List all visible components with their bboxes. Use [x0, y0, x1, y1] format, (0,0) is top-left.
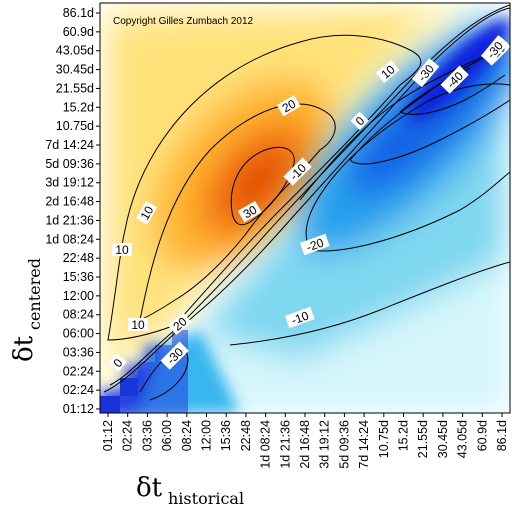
- x-tick-label: 12:00: [200, 420, 214, 451]
- x-tick-label: 10.75d: [377, 420, 391, 458]
- y-tick-label: 30.45d: [56, 63, 94, 77]
- contour-label-bg: [128, 318, 148, 331]
- y-tick-label: 7d 14:24: [45, 138, 94, 152]
- y-tick-label: 43.05d: [56, 44, 94, 58]
- y-tick-label: 1d 21:36: [45, 213, 94, 227]
- contour-lines: [103, 4, 510, 401]
- contour-label: 10: [375, 60, 400, 84]
- contour-label-bg: [375, 60, 400, 84]
- x-axis-ticks: 01:12 02:24 03:36 06:00 08:24 12:00 15:36 22:48…: [101, 413, 509, 469]
- x-tick-label: 2d 16:48: [298, 420, 312, 469]
- contour-label-text: 10: [131, 318, 145, 332]
- contour-label: -20: [299, 233, 330, 256]
- contour-label-bg: [108, 353, 127, 372]
- x-tick-label: 06:00: [160, 420, 174, 451]
- contour-minus10-upper: [299, 44, 510, 201]
- contour-label-bg: [160, 341, 189, 370]
- x-tick-label: 7d 14:24: [357, 420, 371, 469]
- y-tick-label: 5d 09:36: [45, 157, 94, 171]
- contour-label-bg: [167, 312, 192, 336]
- y-tick-label: 06:00: [63, 327, 94, 341]
- contour-label: 10: [128, 318, 148, 332]
- y-tick-label: 1d 08:24: [45, 232, 94, 246]
- contour-label-bg: [135, 200, 158, 225]
- contour-label-bg: [283, 157, 312, 186]
- y-axis-label-symbol: δt: [9, 335, 39, 362]
- y-tick-label: 03:36: [63, 345, 94, 359]
- y-tick-label: 60.9d: [63, 25, 94, 39]
- contour-label: 20: [167, 312, 192, 336]
- x-tick-label: 22:48: [239, 420, 253, 451]
- x-tick-label: 30.45d: [436, 420, 450, 458]
- heatmap-field: [100, 3, 510, 413]
- contour-minus20: [305, 83, 510, 252]
- y-tick-label: 22:48: [63, 251, 94, 265]
- contour-label-text: 10: [115, 243, 129, 257]
- x-tick-label: 02:24: [121, 420, 135, 451]
- x-tick-label: 86.1d: [495, 420, 509, 451]
- y-tick-label: 86.1d: [63, 6, 94, 20]
- copyright-note: Copyright Gilles Zumbach 2012: [113, 16, 254, 27]
- x-axis-label-subscript: historical: [168, 489, 244, 508]
- x-tick-label: 5d 09:36: [337, 420, 351, 469]
- y-tick-label: 02:24: [63, 364, 94, 378]
- contour-0-lower: [103, 7, 510, 393]
- x-tick-label: 15:36: [219, 420, 233, 451]
- contour-label-bg: [112, 243, 132, 256]
- x-tick-label: 1d 08:24: [259, 420, 273, 469]
- y-tick-label: 3d 19:12: [45, 176, 94, 190]
- contour-label: 10: [112, 243, 132, 257]
- contour-0: [109, 4, 510, 386]
- y-tick-label: 21.55d: [56, 81, 94, 95]
- x-tick-label: 21.55d: [416, 420, 430, 458]
- y-tick-label: 08:24: [63, 308, 94, 322]
- contour-10-outer: [107, 34, 422, 341]
- contour-label-text: 20: [280, 96, 299, 115]
- contour-label: 30: [237, 200, 262, 223]
- contour-label: 20: [276, 94, 301, 117]
- contour-label-bg: [276, 94, 301, 117]
- y-tick-label: 15.2d: [63, 100, 94, 114]
- y-tick-label: 02:24: [63, 383, 94, 397]
- x-tick-label: 1d 21:36: [278, 420, 292, 469]
- y-tick-label: 10.75d: [56, 119, 94, 133]
- x-tick-label: 08:24: [180, 420, 194, 451]
- contour-minus10-lower: [229, 261, 510, 346]
- contour-label-text: 30: [241, 202, 260, 221]
- y-axis-ticks: 01:12 02:24 02:24 03:36 06:00 08:24 12:00 15:36…: [45, 6, 100, 416]
- contour-label: 10: [135, 200, 158, 225]
- x-tick-label: 01:12: [101, 420, 115, 451]
- contour-label-bg: [440, 65, 469, 94]
- x-axis-label: δt historical: [136, 473, 244, 508]
- contour-label-bg: [411, 58, 440, 88]
- x-tick-label: 43.05d: [456, 420, 470, 458]
- contour-label: 0: [108, 353, 127, 372]
- contour-label: -10: [284, 306, 315, 329]
- x-tick-label: 15.2d: [397, 420, 411, 451]
- y-tick-label: 15:36: [63, 270, 94, 284]
- y-tick-label: 01:12: [63, 402, 94, 416]
- y-axis-label: δt centered: [9, 258, 44, 362]
- contour-label-bg: [480, 35, 509, 65]
- y-tick-label: 12:00: [63, 289, 94, 303]
- y-axis-label-subscript: centered: [25, 258, 44, 330]
- contour-label-text: 10: [138, 203, 157, 222]
- contour-label-bg: [299, 233, 330, 256]
- x-tick-label: 60.9d: [475, 420, 489, 451]
- contour-label-text: -20: [304, 235, 325, 254]
- contour-label-bg: [284, 306, 315, 329]
- x-tick-label: 3d 19:12: [318, 420, 332, 469]
- x-axis-label-symbol: δt: [136, 473, 163, 503]
- contour-20: [139, 103, 336, 321]
- y-tick-label: 2d 16:48: [45, 195, 94, 209]
- x-tick-label: 03:36: [140, 420, 154, 451]
- contour-label-text: -10: [289, 308, 310, 327]
- contour-label-bg: [237, 200, 262, 223]
